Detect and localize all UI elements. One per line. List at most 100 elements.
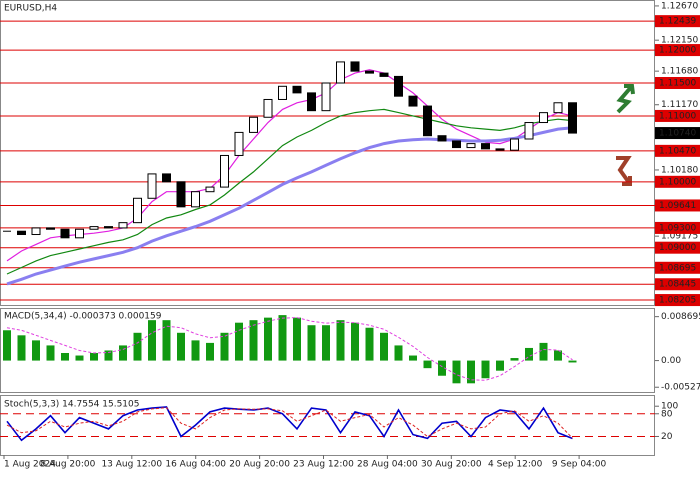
level-label: 1.12439 — [659, 17, 696, 27]
macd-bar — [61, 353, 69, 361]
x-tick-label: 28 Aug 04:00 — [357, 460, 418, 470]
candle — [452, 140, 461, 149]
level-box — [655, 77, 700, 90]
macd-bar — [539, 342, 548, 361]
macd-bar — [162, 320, 171, 361]
y-tick-label: 0.008695 — [661, 312, 700, 322]
candle — [75, 228, 84, 239]
macd-bar — [32, 340, 40, 361]
candle — [176, 181, 186, 208]
macd-bar — [90, 353, 98, 361]
down-arrow — [616, 156, 632, 186]
macd-bar — [554, 350, 562, 361]
last-price-label: 1.10740 — [659, 129, 696, 139]
macd-bar — [249, 320, 258, 361]
y-tick-label: 1.12670 — [661, 1, 698, 11]
macd-bar — [394, 345, 403, 361]
x-tick-label: 9 Sep 04:00 — [552, 460, 607, 470]
candle — [205, 186, 215, 193]
main-frame — [0, 0, 655, 306]
y-tick-label: 1.11680 — [661, 67, 698, 77]
candle — [104, 226, 113, 229]
y-tick-label: 0.00 — [661, 356, 681, 366]
y-tick-label: 80 — [661, 409, 673, 419]
macd-bar — [525, 347, 533, 361]
macd-frame — [0, 308, 655, 393]
level-label: 1.11500 — [659, 79, 696, 89]
macd-bar — [409, 355, 417, 361]
y-tick-label: 1.09175 — [661, 232, 698, 242]
candle — [321, 82, 331, 112]
candle — [539, 112, 548, 124]
level-label: 1.09300 — [659, 223, 696, 233]
level-box — [655, 15, 700, 28]
macd-bar — [481, 360, 490, 379]
stoch-line — [6, 406, 573, 442]
level-box — [655, 199, 700, 212]
candle — [60, 228, 70, 239]
level-box — [655, 109, 700, 122]
candle — [292, 85, 302, 94]
level-label: 1.08445 — [659, 280, 696, 290]
macd-bar — [104, 350, 113, 361]
up-arrow — [616, 84, 635, 114]
x-tick-label: 30 Aug 20:00 — [421, 460, 482, 470]
macd-bar — [3, 330, 11, 361]
macd-bar — [75, 355, 84, 361]
x-tick-label: 23 Aug 12:00 — [293, 460, 354, 470]
level-label: 1.09000 — [659, 243, 696, 253]
y-tick-label: 1.11170 — [661, 100, 698, 110]
y-tick-label: 1.10180 — [661, 165, 698, 175]
macd-bar — [423, 360, 432, 369]
y-tick-label: -0.005276 — [661, 383, 700, 393]
level-box — [655, 241, 700, 254]
candle — [510, 138, 519, 151]
level-label: 1.10470 — [659, 146, 696, 156]
candle — [31, 227, 41, 236]
macd-bar — [206, 342, 214, 361]
x-tick-label: 13 Aug 12:00 — [101, 460, 162, 470]
macd-bar — [278, 315, 287, 361]
x-tick-label: 1 Aug 2024 — [4, 460, 56, 470]
candle — [524, 122, 534, 140]
macd-bar — [351, 322, 359, 361]
level-box — [655, 261, 700, 274]
macd-bar — [220, 332, 229, 361]
macd-bar — [307, 325, 316, 361]
candle — [495, 148, 505, 151]
candle — [423, 105, 432, 137]
macd-bar — [17, 335, 26, 361]
candle — [46, 227, 55, 230]
macd-bar — [293, 317, 301, 361]
macd-bar — [119, 345, 127, 361]
macd-bar — [46, 345, 55, 361]
x-tick-label: 4 Sep 12:00 — [488, 460, 543, 470]
candle — [553, 102, 563, 114]
candle — [379, 72, 389, 77]
macd-bar — [264, 317, 272, 361]
candle — [147, 173, 157, 199]
macd-bar — [177, 332, 185, 361]
y-tick-label: 100 — [661, 402, 678, 412]
macd-bar — [496, 360, 504, 371]
candle — [162, 173, 171, 183]
x-tick-label: 20 Aug 20:00 — [229, 460, 290, 470]
candle — [307, 92, 316, 112]
macd-bar — [148, 320, 156, 361]
candle — [408, 95, 418, 107]
stoch-frame — [0, 395, 655, 456]
candle — [466, 143, 476, 149]
candle — [394, 75, 403, 97]
macd-bar — [380, 332, 388, 361]
macd-bar — [438, 360, 446, 376]
macd-bar — [133, 332, 142, 361]
level-label: 1.08205 — [659, 296, 696, 306]
macd-bar — [510, 358, 519, 361]
candle — [365, 70, 374, 74]
x-tick-label: 8 Aug 20:00 — [40, 460, 95, 470]
level-box — [655, 278, 700, 291]
candle — [234, 131, 244, 156]
candle — [568, 102, 577, 134]
candle — [17, 230, 26, 236]
